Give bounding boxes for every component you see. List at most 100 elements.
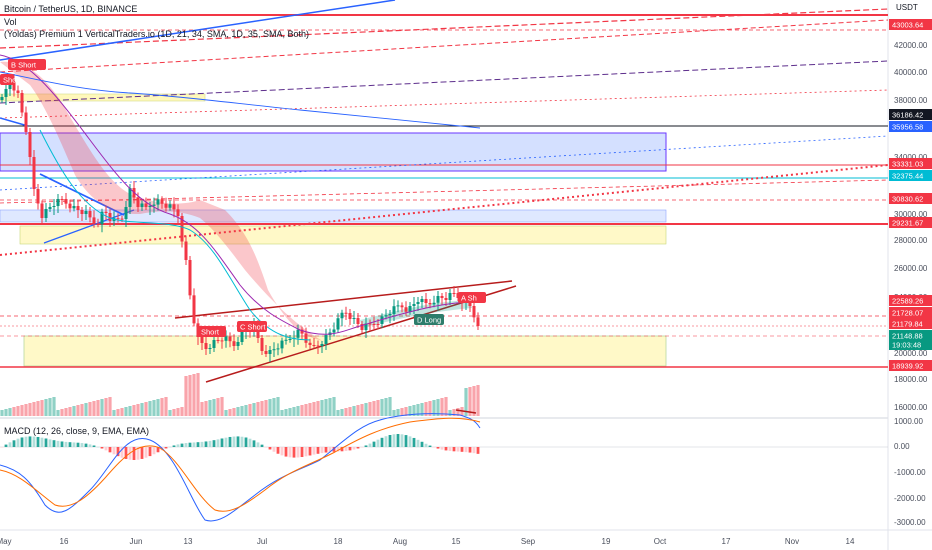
candle-body	[412, 304, 416, 306]
time-tick: Jul	[257, 537, 267, 546]
candle-body	[236, 342, 240, 346]
macd-histogram-bar	[260, 444, 264, 447]
volume-bar	[252, 403, 256, 416]
drawn-line-20	[39, 173, 125, 216]
macd-tick: 0.00	[894, 442, 910, 451]
macd-histogram-bar	[424, 443, 428, 447]
volume-bar	[468, 387, 472, 416]
macd-histogram-bar	[428, 445, 432, 447]
volume-bar	[200, 402, 204, 416]
volume-bar	[144, 402, 148, 416]
candle-body	[148, 205, 152, 207]
volume-bar	[116, 409, 120, 416]
macd-histogram-bar	[320, 447, 324, 454]
volume-bar	[12, 407, 16, 416]
time-tick: May	[0, 537, 12, 546]
macd-histogram-bar	[240, 436, 244, 447]
candle-body	[12, 81, 16, 91]
candle-body	[28, 132, 32, 157]
price-badge	[889, 19, 932, 30]
signal-label-box	[198, 326, 226, 337]
volume-bar	[324, 399, 328, 416]
price-tick: 28000.00	[894, 236, 928, 245]
candle-body	[0, 97, 4, 100]
candle-body	[304, 333, 308, 343]
price-badge	[889, 360, 932, 371]
volume-bar	[444, 397, 448, 416]
candle-body	[176, 209, 180, 216]
time-tick: Sep	[521, 537, 536, 546]
macd-histogram-bar	[344, 447, 348, 451]
indicator-label[interactable]: (Yoldas) Premium 1 VerticalTraders.io (1…	[4, 29, 309, 39]
macd-histogram-bar	[16, 438, 20, 447]
candle-body	[4, 89, 8, 97]
candle-body	[476, 317, 480, 326]
candle-body	[172, 204, 176, 210]
macd-histogram-bar	[24, 436, 28, 447]
volume-bar	[244, 405, 248, 416]
macd-signal-line	[0, 417, 481, 512]
macd-histogram-bar	[172, 445, 176, 447]
candle-body	[336, 318, 340, 330]
volume-bar	[0, 410, 4, 416]
macd-histogram-bar	[192, 442, 196, 447]
time-tick: Oct	[654, 537, 667, 546]
macd-histogram-bar	[232, 436, 236, 447]
time-tick: Nov	[785, 537, 799, 546]
macd-histogram-bar	[180, 443, 184, 447]
macd-histogram-bar	[112, 447, 116, 455]
price-badge	[889, 170, 932, 181]
macd-histogram-bar	[148, 447, 152, 457]
macd-histogram-bar	[132, 447, 136, 460]
symbol-title[interactable]: Bitcoin / TetherUS, 1D, BINANCE	[4, 4, 138, 14]
macd-histogram-bar	[140, 447, 144, 459]
candle-body	[468, 301, 472, 306]
volume-bar	[216, 398, 220, 416]
macd-histogram-bar	[164, 447, 168, 449]
candle-body	[60, 199, 64, 200]
candle-body	[472, 306, 476, 318]
candle-body	[216, 340, 220, 341]
volume-label[interactable]: Vol	[4, 17, 17, 27]
volume-bar	[96, 400, 100, 416]
candle-body	[88, 211, 92, 218]
volume-bar	[348, 407, 352, 416]
macd-histogram-bar	[420, 441, 424, 447]
candle-body	[240, 331, 244, 342]
volume-bar	[320, 400, 324, 416]
macd-histogram-bar	[84, 443, 88, 447]
price-badge	[889, 330, 932, 341]
candle-body	[140, 203, 144, 207]
volume-bar	[196, 373, 200, 416]
macd-histogram-bar	[68, 442, 72, 447]
candle-body	[212, 340, 216, 348]
macd-line	[0, 413, 481, 522]
drawn-line-11	[0, 8, 889, 49]
candle-body	[324, 335, 328, 344]
volume-bar	[76, 405, 80, 416]
volume-bar	[384, 398, 388, 416]
candle-body	[388, 314, 392, 316]
volume-bar	[432, 400, 436, 416]
macd-histogram-bar	[452, 447, 456, 452]
macd-histogram-bar	[212, 440, 216, 447]
mid-zone	[0, 209, 667, 223]
macd-histogram-bar	[188, 442, 192, 447]
volume-bar	[164, 397, 168, 416]
candle-body	[424, 299, 428, 303]
macd-histogram-bar	[348, 447, 352, 451]
volume-bar	[132, 405, 136, 416]
drawn-line-17	[0, 179, 889, 204]
candle-body	[316, 345, 320, 347]
macd-histogram-bar	[252, 440, 256, 447]
candle-body	[440, 296, 444, 298]
macd-histogram-bar	[268, 447, 272, 450]
macd-histogram-bar	[376, 439, 380, 447]
volume-bar	[208, 400, 212, 416]
volume-bar	[272, 398, 276, 416]
macd-label[interactable]: MACD (12, 26, close, 9, EMA, EMA)	[4, 426, 150, 436]
volume-bar	[100, 399, 104, 416]
